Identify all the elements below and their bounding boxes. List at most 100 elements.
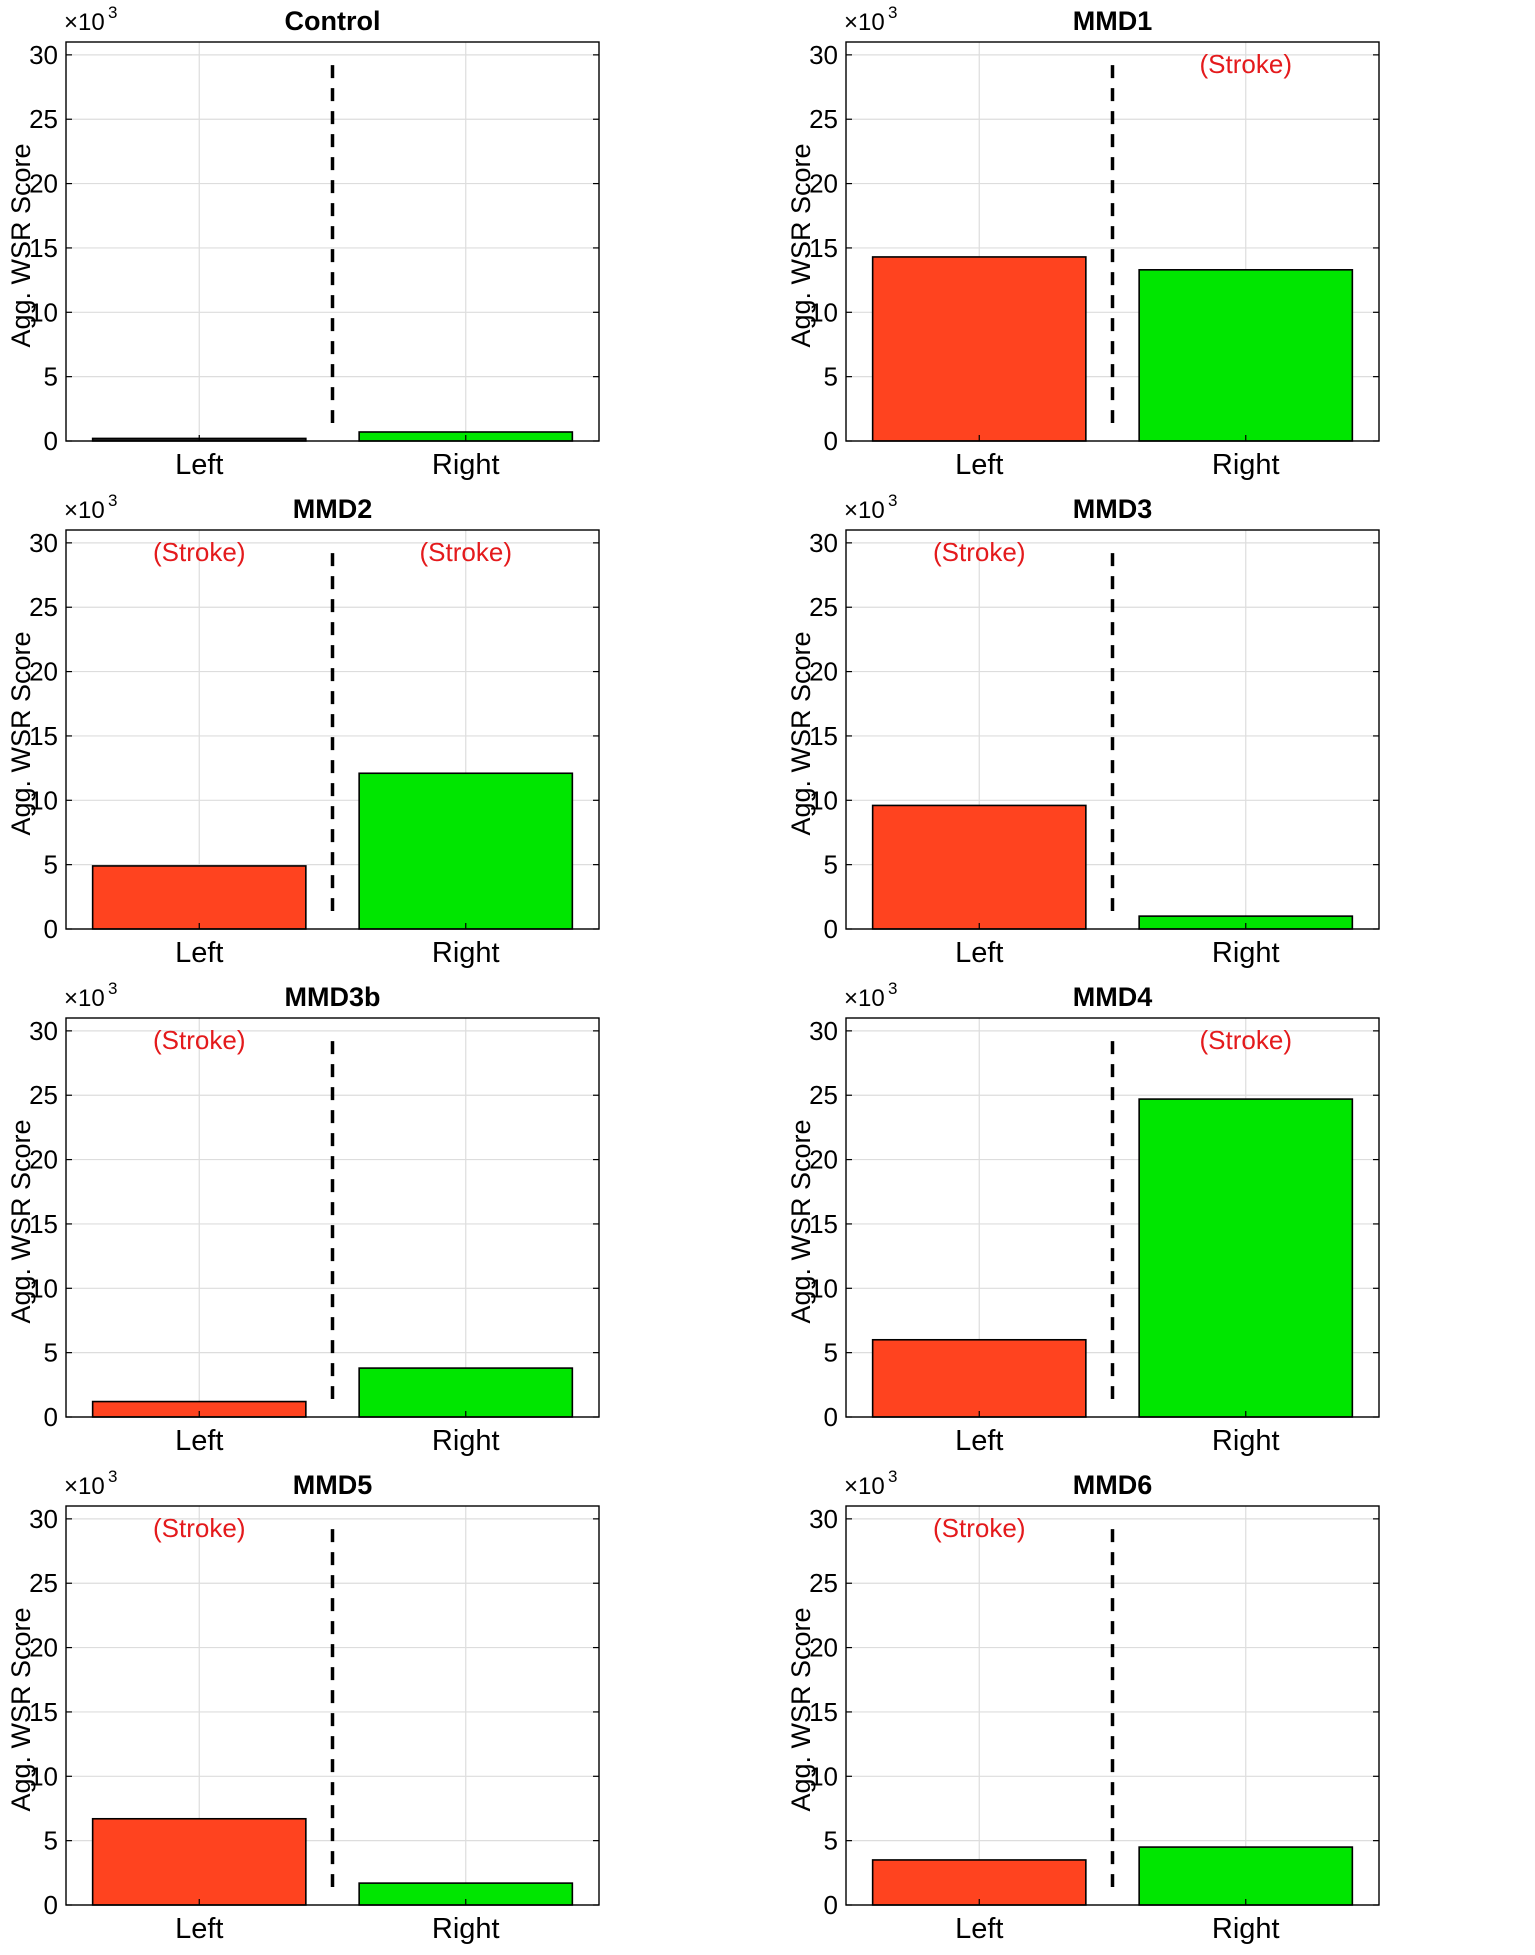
y-multiplier: ×10 bbox=[844, 497, 885, 524]
axes-box bbox=[845, 529, 1380, 930]
x-tick-label: Right bbox=[432, 449, 500, 481]
y-multiplier-exponent: 3 bbox=[108, 979, 117, 998]
chart-svg: 0 5 10 15 20 25 30 Left Right Agg. WSR Score ×10 3 M… bbox=[786, 979, 1380, 1457]
y-tick-label: 20 bbox=[809, 657, 838, 687]
x-tick-label: Left bbox=[175, 1425, 223, 1457]
y-axis-label: Agg. WSR Score bbox=[6, 631, 36, 835]
grid bbox=[66, 42, 599, 442]
bar-right bbox=[1138, 269, 1354, 442]
chart-svg: 0 5 10 15 20 25 30 Left Right Agg. WSR Score ×10 3 M… bbox=[6, 979, 600, 1457]
y-axis-label: Agg. WSR Score bbox=[6, 1119, 36, 1323]
chart-title: MMD3b bbox=[285, 982, 381, 1012]
x-tick-label: Left bbox=[175, 449, 223, 481]
y-multiplier-exponent: 3 bbox=[888, 1467, 897, 1486]
x-tick-label: Right bbox=[432, 1913, 500, 1945]
y-tick-label: 25 bbox=[29, 592, 58, 622]
y-tick-label: 0 bbox=[824, 426, 838, 456]
chart-svg: 0 5 10 15 20 25 30 Left Right Agg. WSR Score ×10 3 C… bbox=[6, 3, 600, 481]
y-tick-label: 25 bbox=[29, 1080, 58, 1110]
chart-title: MMD3 bbox=[1073, 494, 1153, 524]
y-tick-label: 20 bbox=[29, 1145, 58, 1175]
y-multiplier: ×10 bbox=[64, 9, 105, 36]
y-tick-label: 30 bbox=[809, 528, 838, 558]
chart-svg: 0 5 10 15 20 25 30 Left Right Agg. WSR Score ×10 3 M… bbox=[786, 491, 1380, 969]
y-tick-label: 25 bbox=[809, 1080, 838, 1110]
x-tick-label: Left bbox=[955, 1425, 1003, 1457]
y-tick-label: 15 bbox=[29, 721, 58, 751]
y-tick-label: 10 bbox=[29, 785, 58, 815]
y-multiplier-exponent: 3 bbox=[108, 1467, 117, 1486]
bar-left bbox=[871, 256, 1087, 442]
chart-panel-mmd5: 0 5 10 15 20 25 30 Left Right Agg. WSR Score ×10 3 M… bbox=[0, 1464, 767, 1952]
y-tick-label: 10 bbox=[29, 1761, 58, 1791]
y-tick-label: 30 bbox=[29, 40, 58, 70]
y-tick-label: 20 bbox=[29, 657, 58, 687]
y-multiplier-exponent: 3 bbox=[108, 3, 117, 22]
y-tick-label: 10 bbox=[29, 1273, 58, 1303]
y-tick-label: 0 bbox=[44, 426, 58, 456]
x-tick-label: Right bbox=[432, 937, 500, 969]
stroke-annotation: (Stroke) bbox=[1200, 1025, 1292, 1055]
y-multiplier: ×10 bbox=[64, 1473, 105, 1500]
stroke-annotation: (Stroke) bbox=[420, 537, 512, 567]
y-tick-label: 15 bbox=[29, 1697, 58, 1727]
bar-right bbox=[358, 772, 574, 930]
stroke-annotation: (Stroke) bbox=[153, 1513, 245, 1543]
chart-svg: 0 5 10 15 20 25 30 Left Right Agg. WSR Score ×10 3 M… bbox=[6, 1467, 600, 1945]
y-tick-label: 25 bbox=[809, 104, 838, 134]
y-tick-label: 25 bbox=[809, 1568, 838, 1598]
y-multiplier-exponent: 3 bbox=[888, 491, 897, 510]
chart-title: MMD6 bbox=[1073, 1470, 1153, 1500]
y-tick-label: 20 bbox=[29, 1633, 58, 1663]
x-tick-label: Right bbox=[1212, 449, 1280, 481]
bar-left bbox=[91, 865, 307, 930]
x-tick-label: Left bbox=[955, 449, 1003, 481]
bar-right bbox=[1138, 1846, 1354, 1906]
x-tick-label: Left bbox=[955, 937, 1003, 969]
y-tick-label: 0 bbox=[824, 1890, 838, 1920]
x-tick-label: Left bbox=[175, 1913, 223, 1945]
chart-svg: 0 5 10 15 20 25 30 Left Right Agg. WSR Score ×10 3 M… bbox=[6, 491, 600, 969]
chart-panel-mmd6: 0 5 10 15 20 25 30 Left Right Agg. WSR Score ×10 3 M… bbox=[780, 1464, 1535, 1952]
y-tick-label: 20 bbox=[809, 169, 838, 199]
axes-box bbox=[845, 1017, 1380, 1418]
y-axis-label: Agg. WSR Score bbox=[786, 1119, 816, 1323]
axes-box bbox=[65, 1017, 600, 1418]
stroke-annotation: (Stroke) bbox=[933, 537, 1025, 567]
stroke-annotation: (Stroke) bbox=[153, 537, 245, 567]
y-tick-label: 5 bbox=[824, 1338, 838, 1368]
y-tick-label: 20 bbox=[29, 169, 58, 199]
grid bbox=[66, 1018, 599, 1418]
y-tick-label: 10 bbox=[809, 1273, 838, 1303]
x-tick-label: Right bbox=[1212, 1913, 1280, 1945]
y-tick-label: 15 bbox=[809, 721, 838, 751]
y-multiplier: ×10 bbox=[844, 985, 885, 1012]
y-tick-label: 25 bbox=[809, 592, 838, 622]
y-tick-label: 30 bbox=[29, 528, 58, 558]
grid bbox=[846, 1506, 1379, 1906]
chart-svg: 0 5 10 15 20 25 30 Left Right Agg. WSR Score ×10 3 M… bbox=[786, 3, 1380, 481]
x-tick-label: Right bbox=[1212, 1425, 1280, 1457]
y-tick-label: 15 bbox=[29, 233, 58, 263]
y-multiplier: ×10 bbox=[64, 497, 105, 524]
axes-box bbox=[65, 41, 600, 442]
y-tick-label: 0 bbox=[44, 914, 58, 944]
chart-panel-mmd2: 0 5 10 15 20 25 30 Left Right Agg. WSR Score ×10 3 M… bbox=[0, 488, 767, 976]
y-tick-label: 20 bbox=[809, 1633, 838, 1663]
y-tick-label: 10 bbox=[809, 1761, 838, 1791]
chart-panel-mmd4: 0 5 10 15 20 25 30 Left Right Agg. WSR Score ×10 3 M… bbox=[780, 976, 1535, 1464]
axes-box bbox=[65, 529, 600, 930]
axes-box bbox=[845, 41, 1380, 442]
bar-right bbox=[1138, 1098, 1354, 1418]
chart-panel-control: 0 5 10 15 20 25 30 Left Right Agg. WSR Score ×10 3 C… bbox=[0, 0, 767, 488]
y-tick-label: 30 bbox=[809, 40, 838, 70]
y-axis-label: Agg. WSR Score bbox=[786, 143, 816, 347]
y-axis-label: Agg. WSR Score bbox=[786, 1607, 816, 1811]
axes-box bbox=[845, 1505, 1380, 1906]
y-tick-label: 10 bbox=[809, 297, 838, 327]
chart-panel-mmd3b: 0 5 10 15 20 25 30 Left Right Agg. WSR Score ×10 3 M… bbox=[0, 976, 767, 1464]
y-tick-label: 30 bbox=[29, 1504, 58, 1534]
x-tick-label: Left bbox=[955, 1913, 1003, 1945]
chart-title: MMD5 bbox=[293, 1470, 373, 1500]
y-tick-label: 5 bbox=[44, 850, 58, 880]
